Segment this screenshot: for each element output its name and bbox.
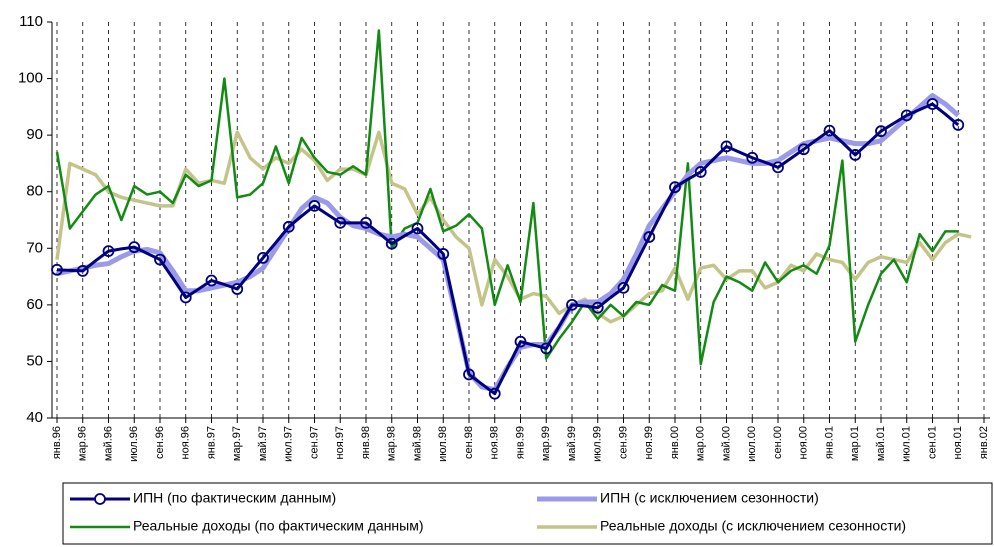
point-marker <box>952 119 965 131</box>
x-tick-label: май.00 <box>720 426 732 461</box>
x-tick-label: июл.98 <box>437 426 449 462</box>
x-tick-label: сен.97 <box>308 426 320 459</box>
point-marker <box>797 143 810 156</box>
x-tick-label: май.97 <box>257 426 269 461</box>
point-marker <box>411 222 424 235</box>
x-tick-label: мар.01 <box>849 426 861 461</box>
point-marker <box>128 241 141 254</box>
legend-label: ИПН (по фактическим данным) <box>133 490 336 506</box>
point-marker <box>437 248 450 260</box>
point-marker <box>102 245 115 258</box>
point-marker <box>566 298 578 311</box>
point-marker <box>643 231 656 243</box>
point-marker <box>205 274 218 287</box>
legend-label: Реальные доходы (по фактическим данным) <box>133 518 424 534</box>
y-tick-label: 70 <box>26 239 43 256</box>
x-tick-label: ноя.96 <box>180 426 192 459</box>
legend-label: ИПН (с исключением сезонности) <box>600 490 819 506</box>
y-tick-label: 90 <box>26 126 43 143</box>
x-tick-label: сен.00 <box>772 426 784 459</box>
point-marker <box>514 335 527 348</box>
x-tick-label: янв.98 <box>360 426 372 459</box>
x-tick-label: янв.97 <box>205 426 217 459</box>
point-marker <box>308 199 321 212</box>
x-tick-label: мар.96 <box>77 426 89 461</box>
point-marker <box>746 151 759 164</box>
legend-label: Реальные доходы (с исключением сезонност… <box>600 518 906 534</box>
y-tick-label: 50 <box>26 352 43 369</box>
x-tick-label: май.01 <box>875 426 887 461</box>
x-tick-label: сен.98 <box>463 426 475 459</box>
x-tick-label: мар.99 <box>540 426 552 461</box>
x-tick-label: ноя.97 <box>334 426 346 459</box>
x-tick-label: июл.01 <box>901 426 913 462</box>
point-marker <box>875 125 887 138</box>
y-tick-label: 60 <box>26 296 43 313</box>
point-marker <box>257 252 269 264</box>
point-marker <box>540 342 553 355</box>
y-tick-label: 40 <box>26 409 43 426</box>
x-tick-label: янв.96 <box>51 426 63 459</box>
series-line <box>55 29 959 366</box>
x-tick-label: июл.99 <box>592 426 604 462</box>
x-tick-label: мар.97 <box>231 426 243 461</box>
x-tick-label: янв.00 <box>669 426 681 459</box>
x-tick-label: сен.96 <box>154 426 166 459</box>
point-marker <box>926 98 939 110</box>
point-marker <box>617 281 630 294</box>
x-tick-label: май.98 <box>411 426 423 461</box>
point-marker <box>772 161 784 174</box>
x-tick-label: янв.99 <box>514 426 526 459</box>
point-marker <box>720 140 733 153</box>
y-tick-label: 110 <box>19 13 43 30</box>
point-marker <box>488 387 501 400</box>
y-tick-label: 80 <box>26 183 43 200</box>
x-tick-label: янв.01 <box>823 426 835 459</box>
point-marker <box>669 181 681 194</box>
x-tick-label: сен.99 <box>617 426 629 459</box>
x-tick-label: ноя.01 <box>952 426 964 459</box>
point-marker <box>385 237 398 250</box>
y-tick-label: 100 <box>18 70 43 87</box>
x-tick-label: июл.96 <box>128 426 140 462</box>
legend-box <box>62 482 993 545</box>
point-marker <box>463 368 475 381</box>
point-marker <box>694 166 707 178</box>
legend-marker <box>94 493 106 505</box>
x-tick-label: мар.00 <box>695 426 707 461</box>
x-tick-label: июл.00 <box>746 426 758 462</box>
point-marker <box>179 291 192 304</box>
x-tick-label: мар.98 <box>386 426 398 461</box>
point-marker <box>823 124 836 137</box>
x-tick-label: июл.97 <box>283 426 295 462</box>
point-marker <box>231 283 244 295</box>
x-tick-label: сен.01 <box>926 426 938 459</box>
point-marker <box>591 301 604 314</box>
point-marker <box>154 253 166 266</box>
point-marker <box>334 216 347 229</box>
point-marker <box>849 149 862 161</box>
x-tick-label: янв.02 <box>978 426 990 459</box>
plot-area <box>52 22 990 418</box>
point-marker <box>282 220 295 233</box>
x-tick-label: май.99 <box>566 426 578 461</box>
point-marker <box>76 265 89 277</box>
x-tick-label: ноя.99 <box>643 426 655 459</box>
point-marker <box>51 263 63 276</box>
x-tick-label: ноя.98 <box>489 426 501 459</box>
point-marker <box>900 109 913 122</box>
x-tick-label: ноя.00 <box>798 426 810 459</box>
x-tick-label: май.96 <box>102 426 114 461</box>
point-marker <box>360 216 372 229</box>
